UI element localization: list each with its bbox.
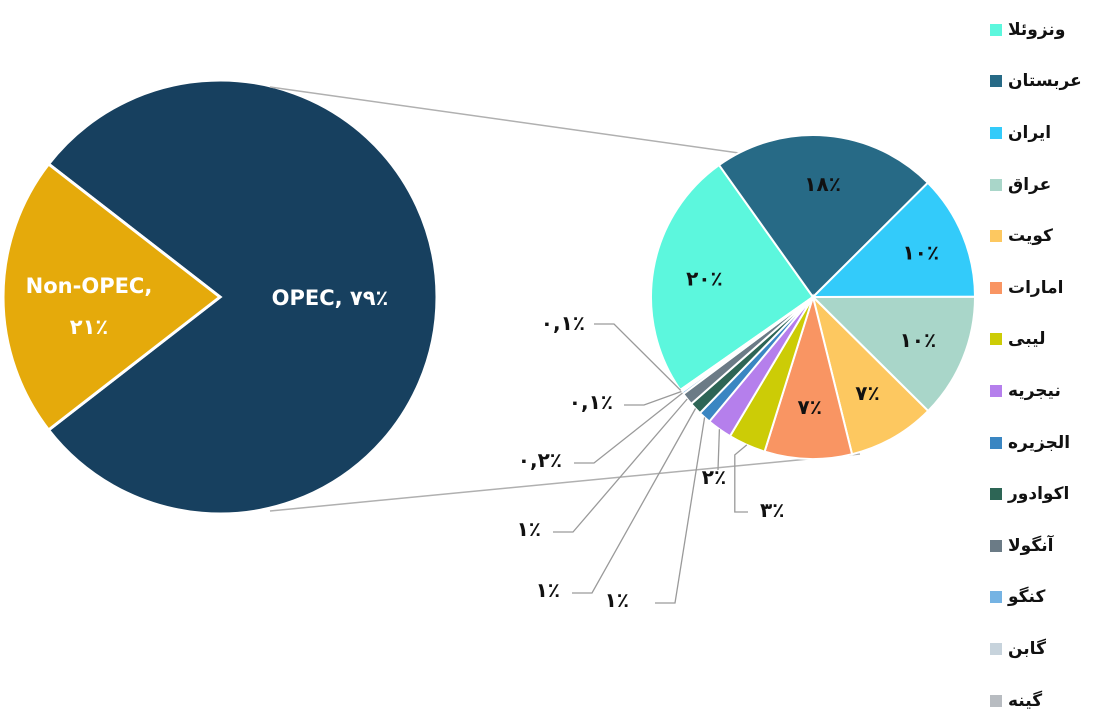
leader-line-11 bbox=[553, 398, 688, 533]
legend-item: گابن bbox=[990, 623, 1108, 675]
legend: ونزوئلا عربستان ایران عراق کویت امارات لیبی نیج… bbox=[990, 4, 1108, 726]
legend-swatch bbox=[990, 488, 1002, 501]
non-opec-value: ٢١٪ bbox=[70, 315, 108, 339]
slice-label-13: ٠,١٪ bbox=[569, 390, 613, 414]
non-opec-label: Non-OPEC, bbox=[26, 274, 153, 298]
leader-lines bbox=[553, 323, 748, 604]
legend-swatch bbox=[990, 75, 1002, 88]
legend-label: عراق bbox=[1008, 174, 1052, 195]
legend-label: ایران bbox=[1008, 122, 1052, 143]
leader-line-12 bbox=[574, 392, 683, 464]
legend-label: امارات bbox=[1008, 277, 1064, 298]
legend-swatch bbox=[990, 126, 1002, 139]
connector-bottom bbox=[269, 453, 861, 512]
leader-line-14 bbox=[594, 323, 682, 391]
slice-6 bbox=[763, 293, 854, 461]
legend-label: آنگولا bbox=[1008, 535, 1054, 556]
legend-item: لیبی bbox=[990, 314, 1108, 366]
legend-item: گینه bbox=[990, 675, 1108, 726]
legend-item: کویت bbox=[990, 210, 1108, 262]
legend-label: ونزوئلا bbox=[1008, 19, 1066, 40]
legend-item: آنگولا bbox=[990, 520, 1108, 572]
legend-swatch bbox=[990, 694, 1002, 707]
legend-label: کویت bbox=[1008, 226, 1053, 247]
opec-label: OPEC, ٧٩٪ bbox=[272, 286, 389, 310]
legend-swatch bbox=[990, 591, 1002, 604]
legend-label: الجزیره bbox=[1008, 432, 1071, 453]
legend-item: عراق bbox=[990, 159, 1108, 211]
legend-item: نیجریه bbox=[990, 365, 1108, 417]
slice-label-3: ١٠٪ bbox=[902, 240, 939, 264]
slice-label-5: ٧٪ bbox=[855, 381, 879, 405]
data-labels: OPEC, ٧٩٪ Non-OPEC, ٢١٪ ٢٠٪ ١٨٪ ١٠٪ ١٠٪ ٧٪ ٧٪ ٣٪ ٢… bbox=[26, 172, 939, 612]
legend-item: عربستان bbox=[990, 56, 1108, 108]
legend-swatch bbox=[990, 384, 1002, 397]
connector-top bbox=[269, 86, 811, 164]
legend-item: ایران bbox=[990, 107, 1108, 159]
slice-label-2: ١٨٪ bbox=[804, 172, 841, 196]
legend-swatch bbox=[990, 436, 1002, 449]
slice-label-6: ٧٪ bbox=[797, 395, 821, 419]
slice-5 bbox=[811, 293, 930, 456]
legend-item: الجزیره bbox=[990, 417, 1108, 469]
slice-label-10: ١٪ bbox=[536, 578, 560, 602]
leader-line-10 bbox=[572, 408, 697, 594]
slice-label-1: ٢٠٪ bbox=[686, 266, 723, 290]
legend-swatch bbox=[990, 23, 1002, 36]
slice-label-12: ٠,٢٪ bbox=[518, 448, 562, 472]
main-pie bbox=[1, 78, 439, 516]
legend-swatch bbox=[990, 281, 1002, 294]
leader-line-13 bbox=[624, 390, 682, 406]
slice-label-11: ١٪ bbox=[517, 517, 541, 541]
legend-swatch bbox=[990, 333, 1002, 346]
slice-label-14: ٠,١٪ bbox=[541, 311, 585, 335]
legend-item: امارات bbox=[990, 262, 1108, 314]
slice-1 bbox=[650, 163, 815, 392]
legend-label: عربستان bbox=[1008, 71, 1082, 92]
leader-line-7 bbox=[734, 444, 748, 513]
legend-item: کنگو bbox=[990, 572, 1108, 624]
legend-label: گینه bbox=[1008, 690, 1043, 711]
pie-of-pie-chart: OPEC, ٧٩٪ Non-OPEC, ٢١٪ ٢٠٪ ١٨٪ ١٠٪ ١٠٪ ٧٪ ٧٪ ٣٪ ٢… bbox=[1, 78, 977, 612]
legend-label: اکوادور bbox=[1008, 484, 1070, 505]
slice-2 bbox=[717, 134, 930, 299]
leader-line-8 bbox=[717, 429, 721, 471]
slice-label-9: ١٪ bbox=[605, 588, 629, 612]
legend-swatch bbox=[990, 178, 1002, 191]
slice-label-7: ٣٪ bbox=[760, 498, 784, 522]
leader-line-9 bbox=[655, 417, 706, 604]
legend-label: گابن bbox=[1008, 638, 1046, 659]
legend-item: اکوادور bbox=[990, 468, 1108, 520]
legend-label: کنگو bbox=[1008, 587, 1046, 608]
slice-opec bbox=[46, 78, 439, 516]
legend-label: نیجریه bbox=[1008, 380, 1061, 401]
slice-label-4: ١٠٪ bbox=[900, 328, 937, 352]
slice-non-opec bbox=[1, 161, 223, 433]
legend-swatch bbox=[990, 230, 1002, 243]
legend-item: ونزوئلا bbox=[990, 4, 1108, 56]
slice-4 bbox=[810, 295, 977, 413]
slice-label-8: ٢٪ bbox=[702, 465, 726, 489]
legend-swatch bbox=[990, 642, 1002, 655]
connector-lines bbox=[269, 86, 861, 512]
slice-3 bbox=[810, 181, 977, 299]
legend-label: لیبی bbox=[1008, 329, 1046, 350]
legend-swatch bbox=[990, 539, 1002, 552]
